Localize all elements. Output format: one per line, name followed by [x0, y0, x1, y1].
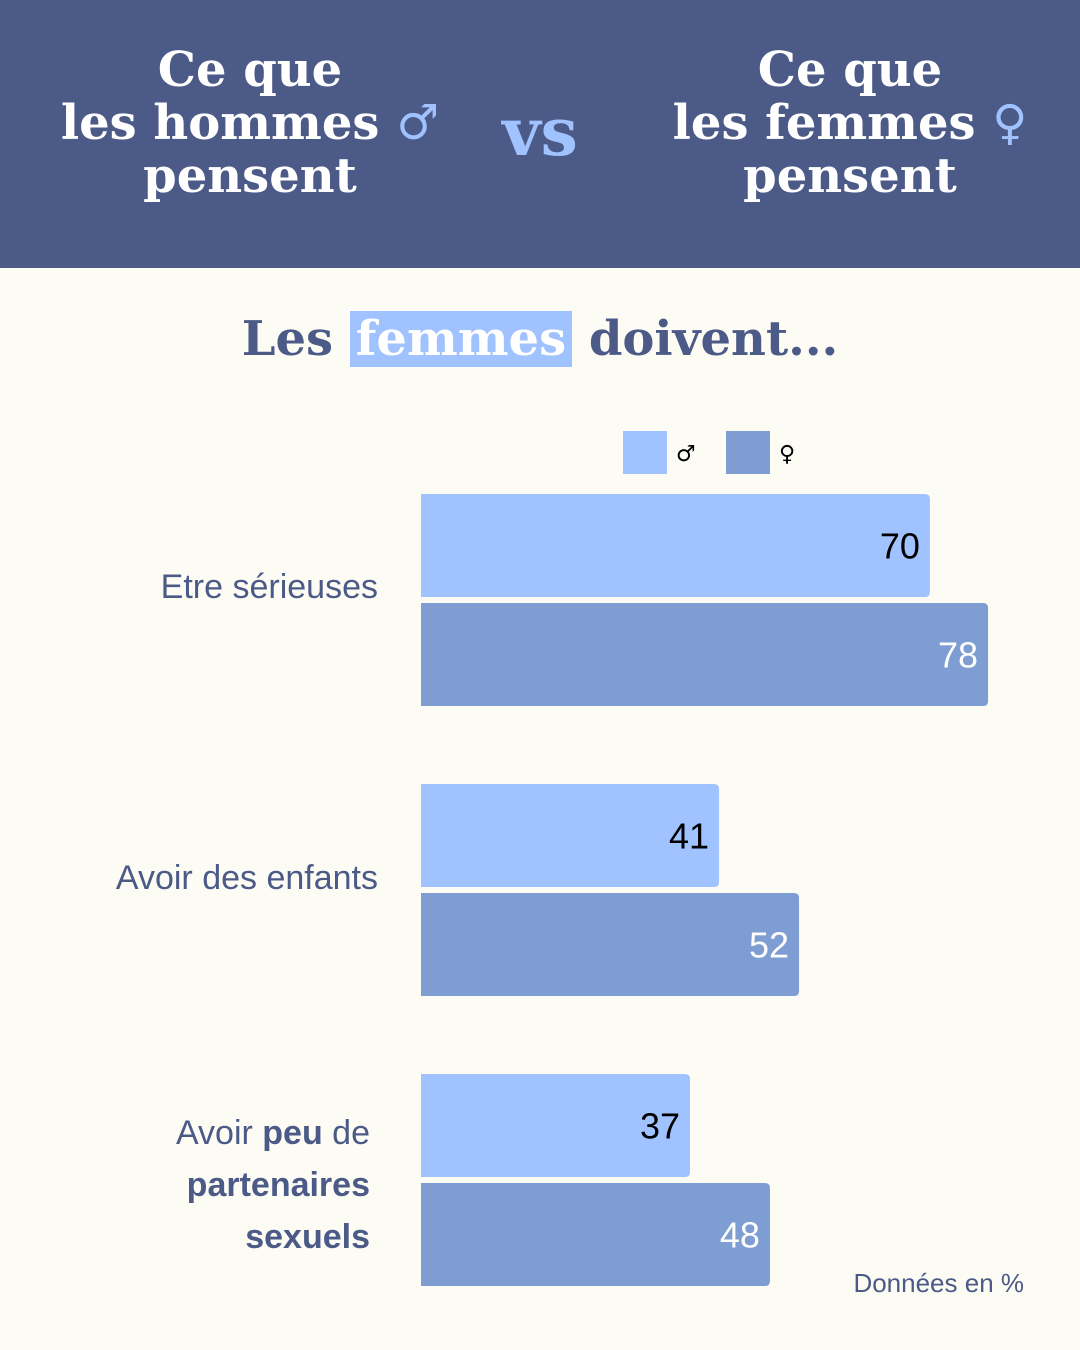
category-label-part: Avoir	[175, 1114, 263, 1152]
legend-label-1: ♀	[779, 442, 795, 467]
women-heading-line3: pensent	[743, 148, 957, 204]
bar-0-0	[421, 494, 930, 597]
category-label-part: Avoir des enfants	[115, 859, 378, 897]
female-symbol-icon: ♀	[992, 95, 1028, 151]
category-label-0: Etre sérieuses	[161, 561, 378, 613]
men-heading-line3: pensent	[143, 148, 357, 204]
bar-0-2	[421, 1074, 690, 1177]
women-heading: Ce que les femmes ♀ pensent	[640, 44, 1060, 203]
bar-value-label-0-2: 37	[640, 1106, 680, 1147]
category-label-part: sexuels	[245, 1218, 370, 1256]
bar-0-1	[421, 784, 720, 887]
bar-value-label-0-0: 70	[880, 526, 920, 567]
men-heading: Ce que les hommes ♂ pensent	[40, 44, 460, 203]
category-label-part: Etre sérieuses	[160, 568, 378, 606]
category-label-1: Avoir des enfants	[116, 852, 378, 904]
subtitle-after: doivent...	[588, 311, 839, 367]
chart-subtitle: Les femmes doivent...	[0, 308, 1080, 370]
bar-1-0	[421, 603, 989, 706]
category-label-part: partenaires	[186, 1166, 370, 1204]
bar-value-label-1-1: 52	[749, 925, 789, 966]
male-symbol-icon: ♂	[396, 95, 440, 151]
men-heading-line2: les hommes	[60, 95, 380, 151]
category-label-part: peu	[262, 1114, 323, 1152]
bar-value-label-1-0: 78	[938, 635, 978, 676]
women-heading-line2: les femmes	[672, 95, 976, 151]
category-label-2: Avoir peu de partenaires sexuels	[176, 1107, 370, 1263]
legend-swatch-0	[623, 431, 667, 474]
subtitle-highlight: femmes	[349, 311, 573, 367]
legend-swatch-1	[726, 431, 770, 474]
footnote: Données en %	[853, 1268, 1024, 1298]
women-heading-line1: Ce que	[757, 42, 943, 98]
bar-1-2	[421, 1183, 770, 1286]
subtitle-before: Les	[241, 311, 334, 367]
bar-value-label-0-1: 41	[669, 816, 709, 857]
vs-label: vs	[502, 93, 578, 171]
bar-value-label-1-2: 48	[720, 1215, 760, 1256]
legend-label-0: ♂	[676, 442, 696, 467]
header-banner: Ce que les hommes ♂ pensent vs Ce que le…	[0, 0, 1080, 268]
category-label-part: de	[322, 1114, 370, 1152]
men-heading-line1: Ce que	[157, 42, 343, 98]
bar-1-1	[421, 893, 800, 996]
